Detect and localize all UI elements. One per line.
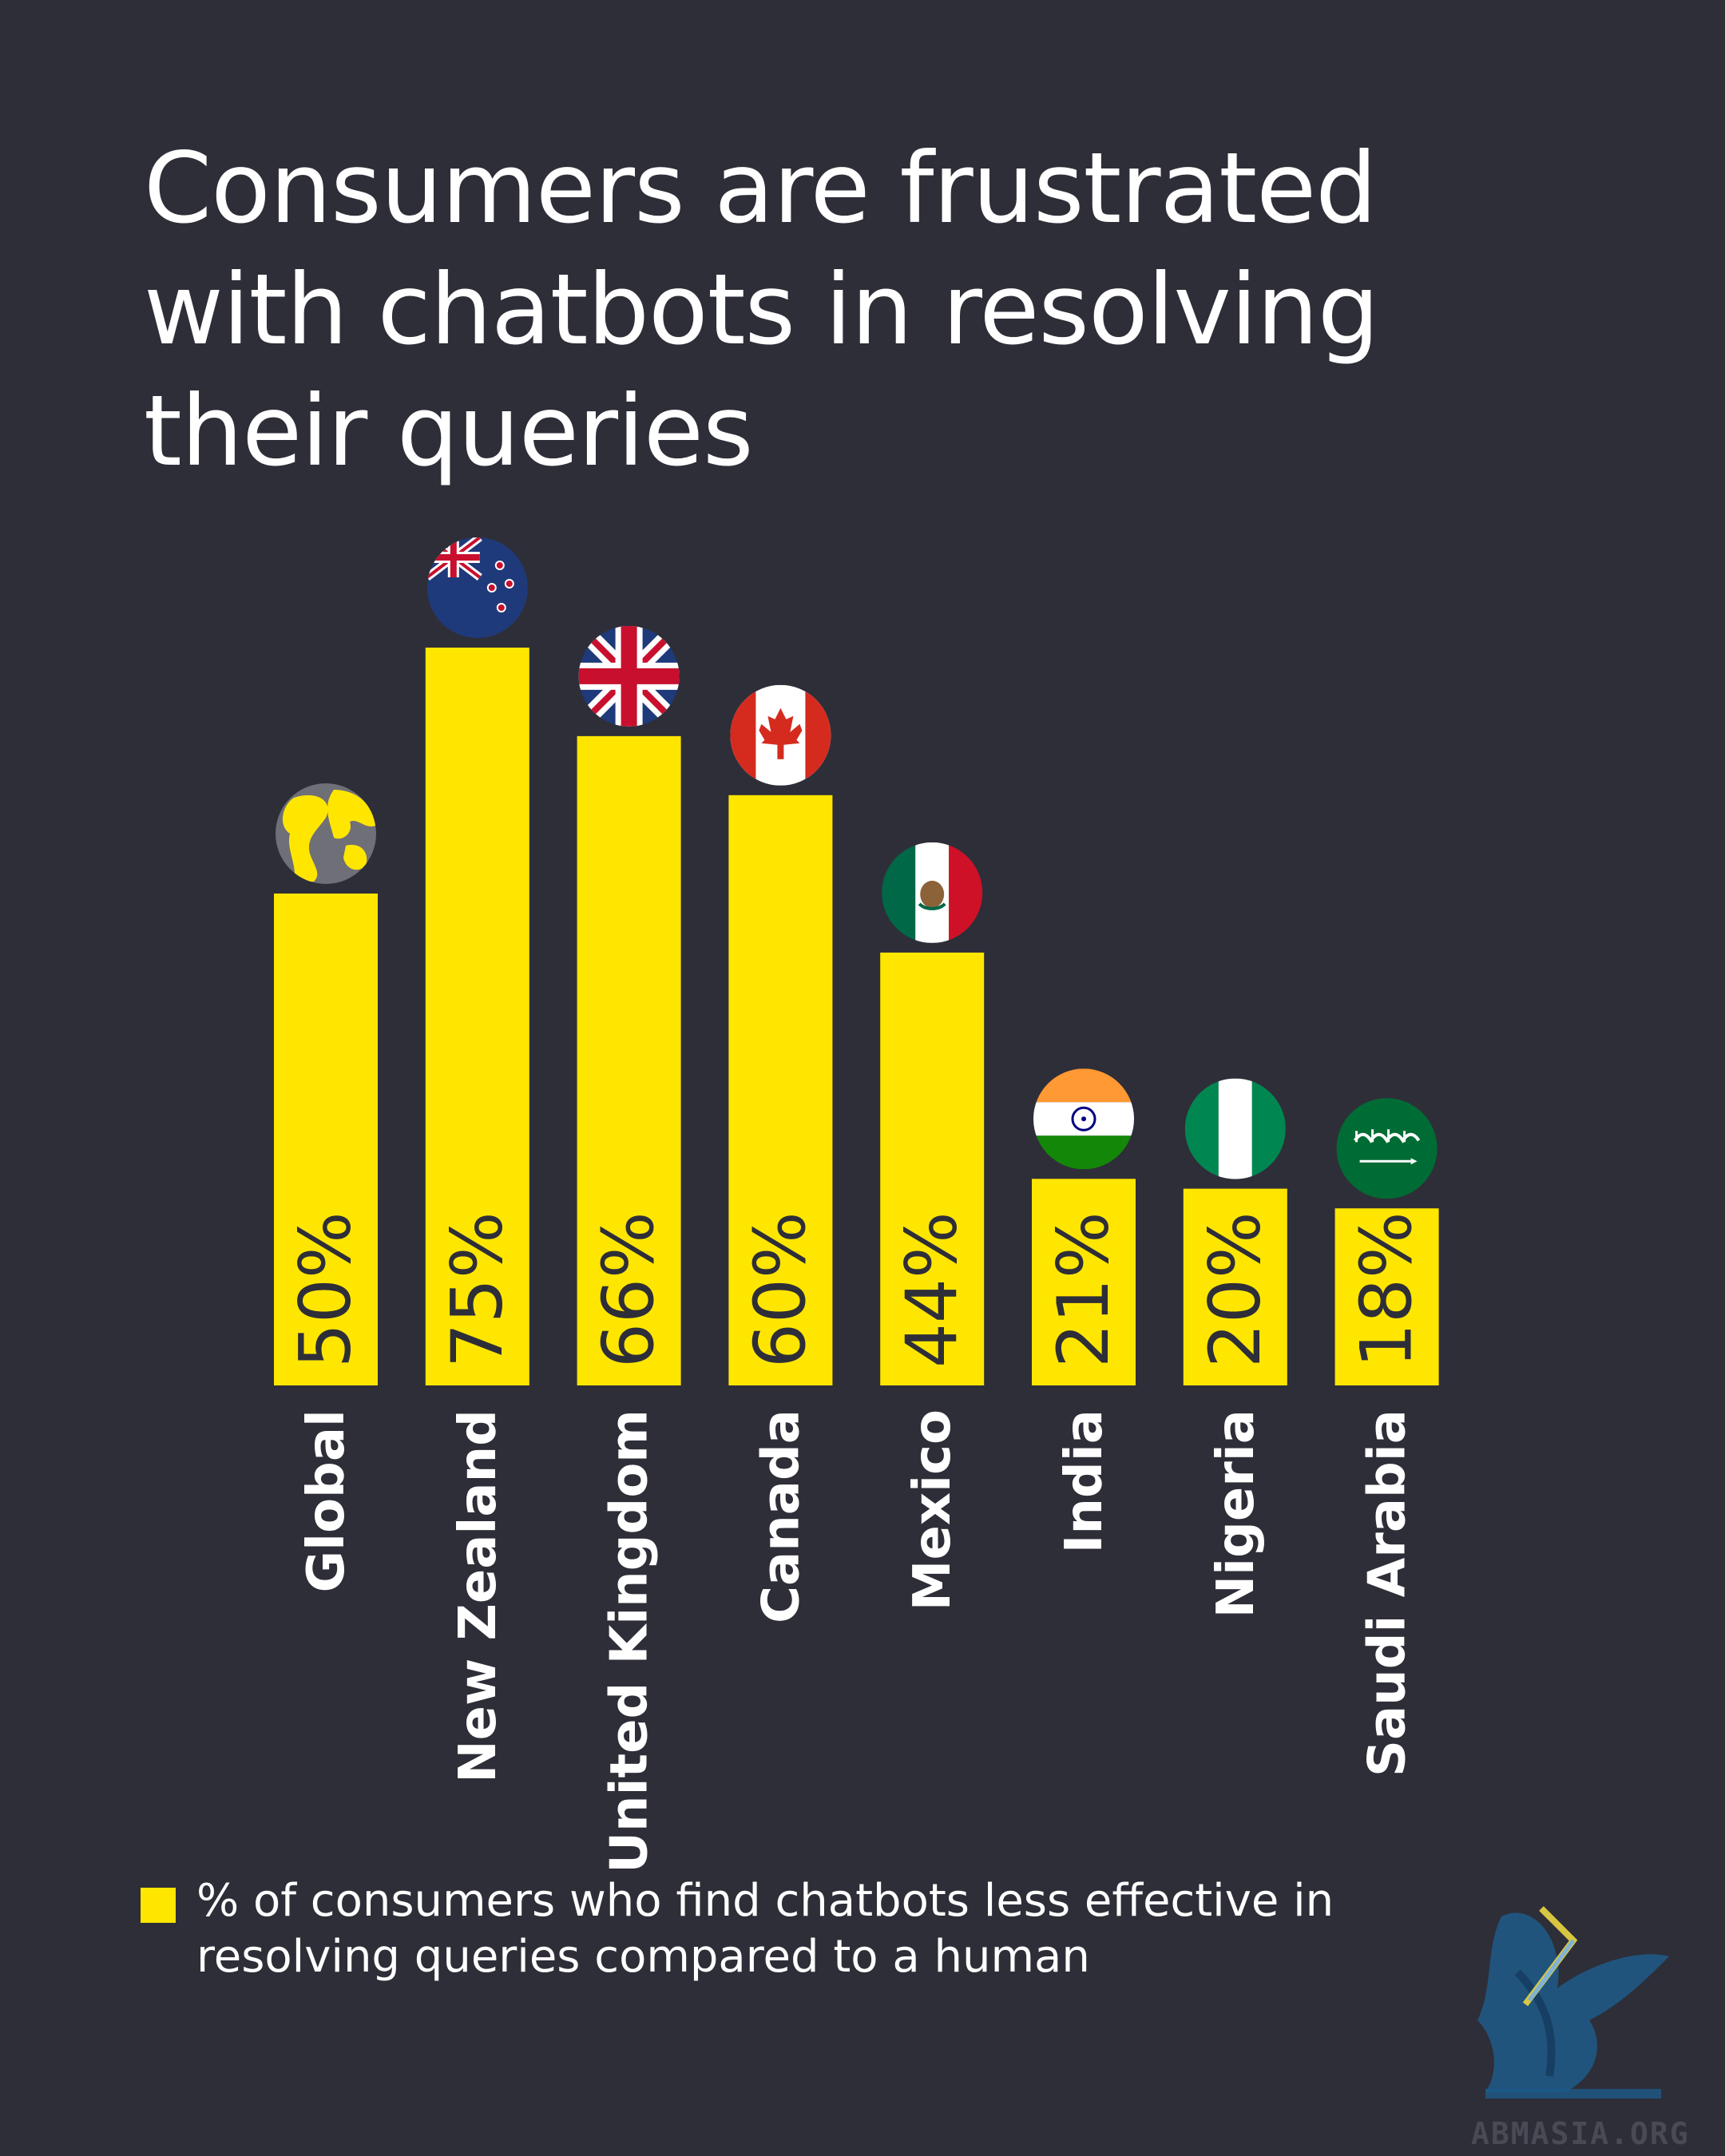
- bar-canada: [728, 795, 833, 1385]
- value-label-india: 21%: [1042, 1211, 1124, 1368]
- category-label-canada: Canada: [751, 1409, 811, 1623]
- bar-chart: 50% Global 75% New Zealand 66% United Kingdom…: [274, 537, 1439, 1869]
- category-label-nigeria: Nigeria: [1207, 1409, 1266, 1618]
- bar-global: [274, 894, 378, 1385]
- bar-mexico: [880, 952, 985, 1385]
- bar-united-kingdom: [577, 735, 681, 1385]
- value-label-united-kingdom: 66%: [588, 1211, 670, 1368]
- india-flag-icon: [1033, 1068, 1134, 1170]
- category-label-global: Global: [297, 1409, 356, 1592]
- legend-swatch: [141, 1888, 176, 1923]
- legend: % of consumers who find chatbots less ef…: [141, 1873, 1418, 1985]
- bar-india: [1032, 1179, 1136, 1385]
- category-label-new-zealand: New Zealand: [449, 1409, 508, 1783]
- globe-icon: [276, 783, 376, 884]
- value-label-global: 50%: [284, 1211, 367, 1368]
- griffin-logo-icon: [1477, 1906, 1669, 2099]
- new-zealand-flag-icon: [426, 537, 528, 638]
- saudi-arabia-flag-icon: [1336, 1098, 1438, 1199]
- united-kingdom-flag-icon: [578, 625, 680, 727]
- value-label-new-zealand: 75%: [436, 1211, 518, 1368]
- watermark-text: ABMASIA.ORG: [1471, 2116, 1690, 2151]
- bar-nigeria: [1183, 1188, 1287, 1385]
- category-label-united-kingdom: United Kingdom: [601, 1409, 660, 1869]
- category-label-india: India: [1055, 1409, 1114, 1553]
- category-label-saudi-arabia: Saudi Arabia: [1358, 1409, 1418, 1777]
- legend-label: % of consumers who find chatbots less ef…: [196, 1875, 1334, 1983]
- value-label-mexico: 44%: [890, 1211, 973, 1368]
- value-label-nigeria: 20%: [1194, 1211, 1276, 1368]
- bar-new-zealand: [425, 648, 529, 1385]
- canada-flag-icon: [730, 684, 831, 786]
- category-label-mexico: Mexico: [903, 1409, 962, 1611]
- nigeria-flag-icon: [1184, 1078, 1286, 1179]
- value-label-canada: 60%: [739, 1211, 821, 1368]
- chart-title: Consumers are frustrated with chatbots i…: [144, 132, 1379, 488]
- mexico-flag-icon: [882, 842, 983, 943]
- bar-saudi-arabia: [1334, 1208, 1439, 1385]
- value-label-saudi-arabia: 18%: [1346, 1211, 1428, 1368]
